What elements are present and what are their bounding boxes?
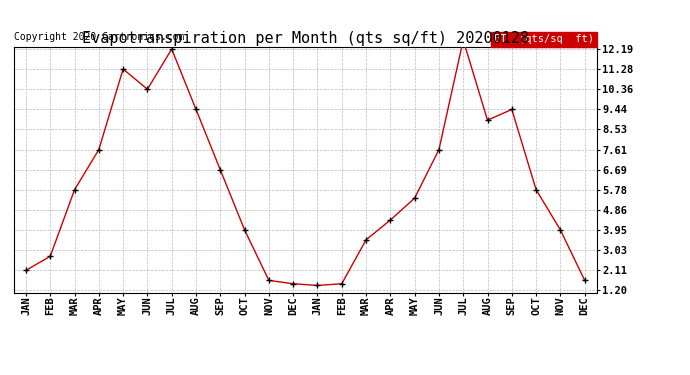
Text: Copyright 2020 Cartronics.com: Copyright 2020 Cartronics.com [14, 32, 184, 42]
Text: ET  (qts/sq  ft): ET (qts/sq ft) [494, 34, 594, 44]
Title: Evapotranspiration per Month (qts sq/ft) 20200128: Evapotranspiration per Month (qts sq/ft)… [81, 31, 529, 46]
